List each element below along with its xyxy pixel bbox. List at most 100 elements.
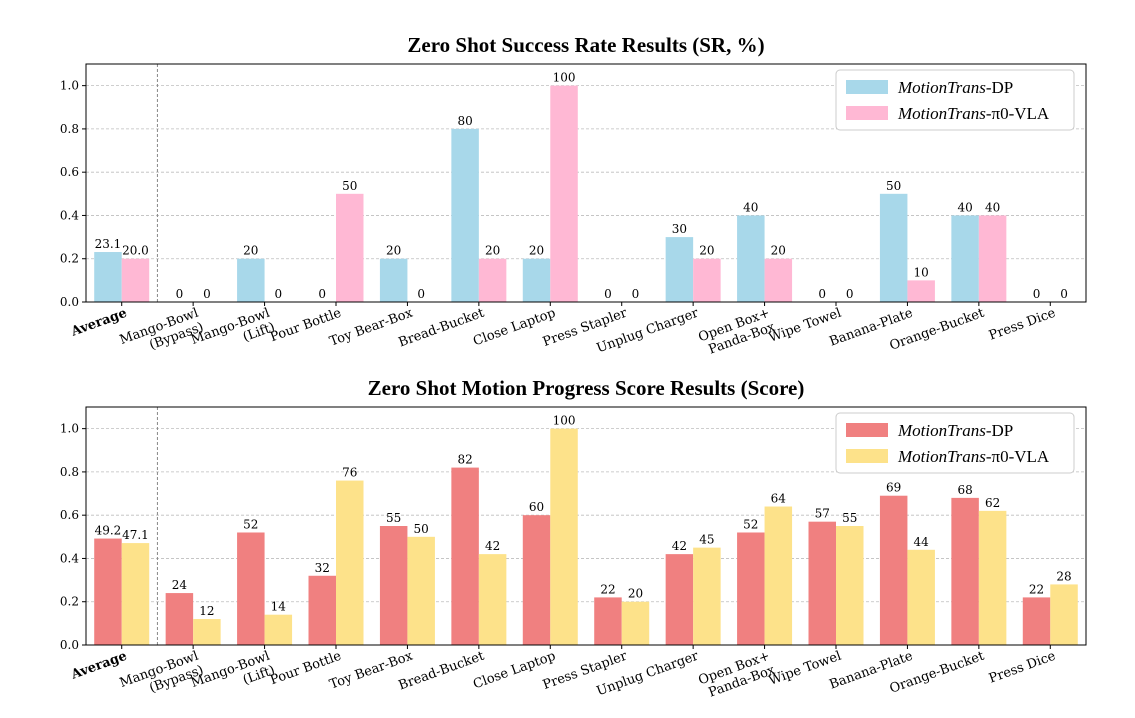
bar-value-label: 64	[771, 492, 787, 506]
bar-dp	[94, 252, 122, 302]
bar-vla	[764, 506, 793, 645]
bar-value-label: 20	[628, 587, 643, 601]
bar-value-label: 20	[529, 244, 544, 258]
bar-value-label: 23.1	[95, 237, 122, 251]
y-tick-label: 0.2	[60, 252, 79, 266]
bar-vla	[407, 536, 435, 645]
bar-value-label: 69	[886, 481, 901, 495]
bar-vla	[336, 480, 364, 645]
bar-value-label: 42	[485, 539, 500, 553]
y-tick-label: 0.4	[60, 208, 79, 222]
bar-value-label: 10	[914, 265, 929, 279]
bar-vla	[478, 554, 507, 645]
bar-dp	[451, 128, 479, 302]
bar-value-label: 47.1	[122, 528, 149, 542]
legend-label-suffix: -DP	[986, 421, 1013, 440]
bar-value-label: 68	[957, 483, 972, 497]
bar-dp	[451, 467, 479, 645]
category-label: Press Dice	[987, 306, 1058, 344]
bar-vla	[764, 258, 793, 302]
chart-title: Zero Shot Success Rate Results (SR, %)	[407, 33, 764, 57]
plot-frame	[85, 406, 1087, 646]
x-tick-label: Press Dice	[987, 306, 1058, 344]
legend: MotionTrans-DP MotionTrans-π0-VLA	[835, 412, 1075, 474]
category-label: Open Box+Panda-Box	[697, 648, 778, 702]
bar-value-label: 0	[818, 287, 826, 301]
bar-dp	[94, 538, 122, 645]
y-tick-label: 0.6	[60, 165, 79, 179]
bar-value-label: 52	[743, 517, 758, 531]
bar-dp	[665, 237, 694, 302]
bar-value-label: 49.2	[95, 524, 122, 538]
bar-vla	[836, 526, 864, 645]
bar-dp	[522, 515, 551, 645]
bar-value-label: 22	[1029, 582, 1044, 596]
bar-vla	[693, 547, 721, 645]
category-label: Open Box+Panda-Box	[697, 305, 778, 359]
bar-value-label: 32	[315, 561, 330, 575]
legend-label-italic: MotionTrans	[897, 447, 986, 466]
legend-swatch	[846, 80, 888, 94]
x-tick-label: Mango-Bowl(Lift)	[189, 306, 277, 362]
bar-dp	[879, 193, 908, 302]
y-tick-label: 0.0	[60, 295, 79, 309]
x-tick-label: Press Dice	[987, 649, 1058, 687]
x-tick-label: Open Box+Panda-Box	[697, 648, 778, 702]
bar-value-label: 0	[275, 287, 283, 301]
legend-label-suffix: -π0-VLA	[986, 447, 1050, 466]
bar-value-label: 0	[632, 287, 640, 301]
bar-value-label: 50	[886, 179, 901, 193]
bar-vla	[121, 543, 150, 645]
bar-dp	[737, 215, 765, 302]
bar-value-label: 20	[386, 244, 401, 258]
bar-value-label: 60	[529, 500, 544, 514]
category-label: Mango-Bowl(Lift)	[189, 306, 277, 362]
bar-dp	[737, 532, 765, 645]
legend-label: MotionTrans-π0-VLA	[897, 447, 1050, 466]
bar-value-label: 40	[985, 200, 1000, 214]
bar-value-label: 14	[271, 600, 287, 614]
bar-value-label: 40	[743, 200, 758, 214]
bar-value-label: 0	[846, 287, 854, 301]
bar-value-label: 20	[243, 244, 258, 258]
legend-swatch	[846, 423, 888, 437]
legend-label-suffix: -DP	[986, 78, 1013, 97]
bar-value-label: 55	[386, 511, 401, 525]
bar-value-label: 76	[342, 466, 357, 480]
bar-value-label: 0	[1060, 287, 1068, 301]
bar-dp	[879, 495, 908, 645]
bar-value-label: 50	[414, 522, 429, 536]
bar-vla	[121, 258, 150, 302]
bar-vla	[193, 619, 221, 645]
bar-value-label: 42	[672, 539, 687, 553]
bar-vla	[907, 549, 935, 645]
bar-value-label: 28	[1056, 569, 1071, 583]
bar-value-label: 30	[672, 222, 687, 236]
bar-value-label: 82	[457, 453, 472, 467]
chart-title: Zero Shot Motion Progress Score Results …	[368, 376, 805, 400]
bar-dp	[308, 575, 336, 645]
bar-dp	[951, 215, 979, 302]
bar-dp	[808, 521, 836, 645]
legend-label: MotionTrans-π0-VLA	[897, 104, 1050, 123]
legend-label-italic: MotionTrans	[897, 78, 986, 97]
bar-value-label: 40	[957, 200, 972, 214]
y-tick-label: 0.2	[60, 595, 79, 609]
legend-label-italic: MotionTrans	[897, 104, 986, 123]
y-tick-label: 0.8	[60, 122, 79, 136]
bar-vla	[978, 510, 1007, 645]
bar-dp	[594, 597, 622, 645]
bar-dp	[522, 258, 551, 302]
chart-2: Zero Shot Motion Progress Score Results …	[60, 376, 1087, 705]
category-label-line: Press Dice	[987, 649, 1058, 687]
bar-dp	[165, 593, 194, 645]
legend-box	[835, 69, 1075, 131]
bar-dp	[665, 554, 694, 645]
bar-value-label: 62	[985, 496, 1000, 510]
category-label: Mango-Bowl(Lift)	[189, 649, 277, 705]
legend-label: MotionTrans-DP	[897, 421, 1013, 440]
bar-vla	[621, 601, 650, 645]
bar-value-label: 45	[699, 533, 714, 547]
legend-label: MotionTrans-DP	[897, 78, 1013, 97]
